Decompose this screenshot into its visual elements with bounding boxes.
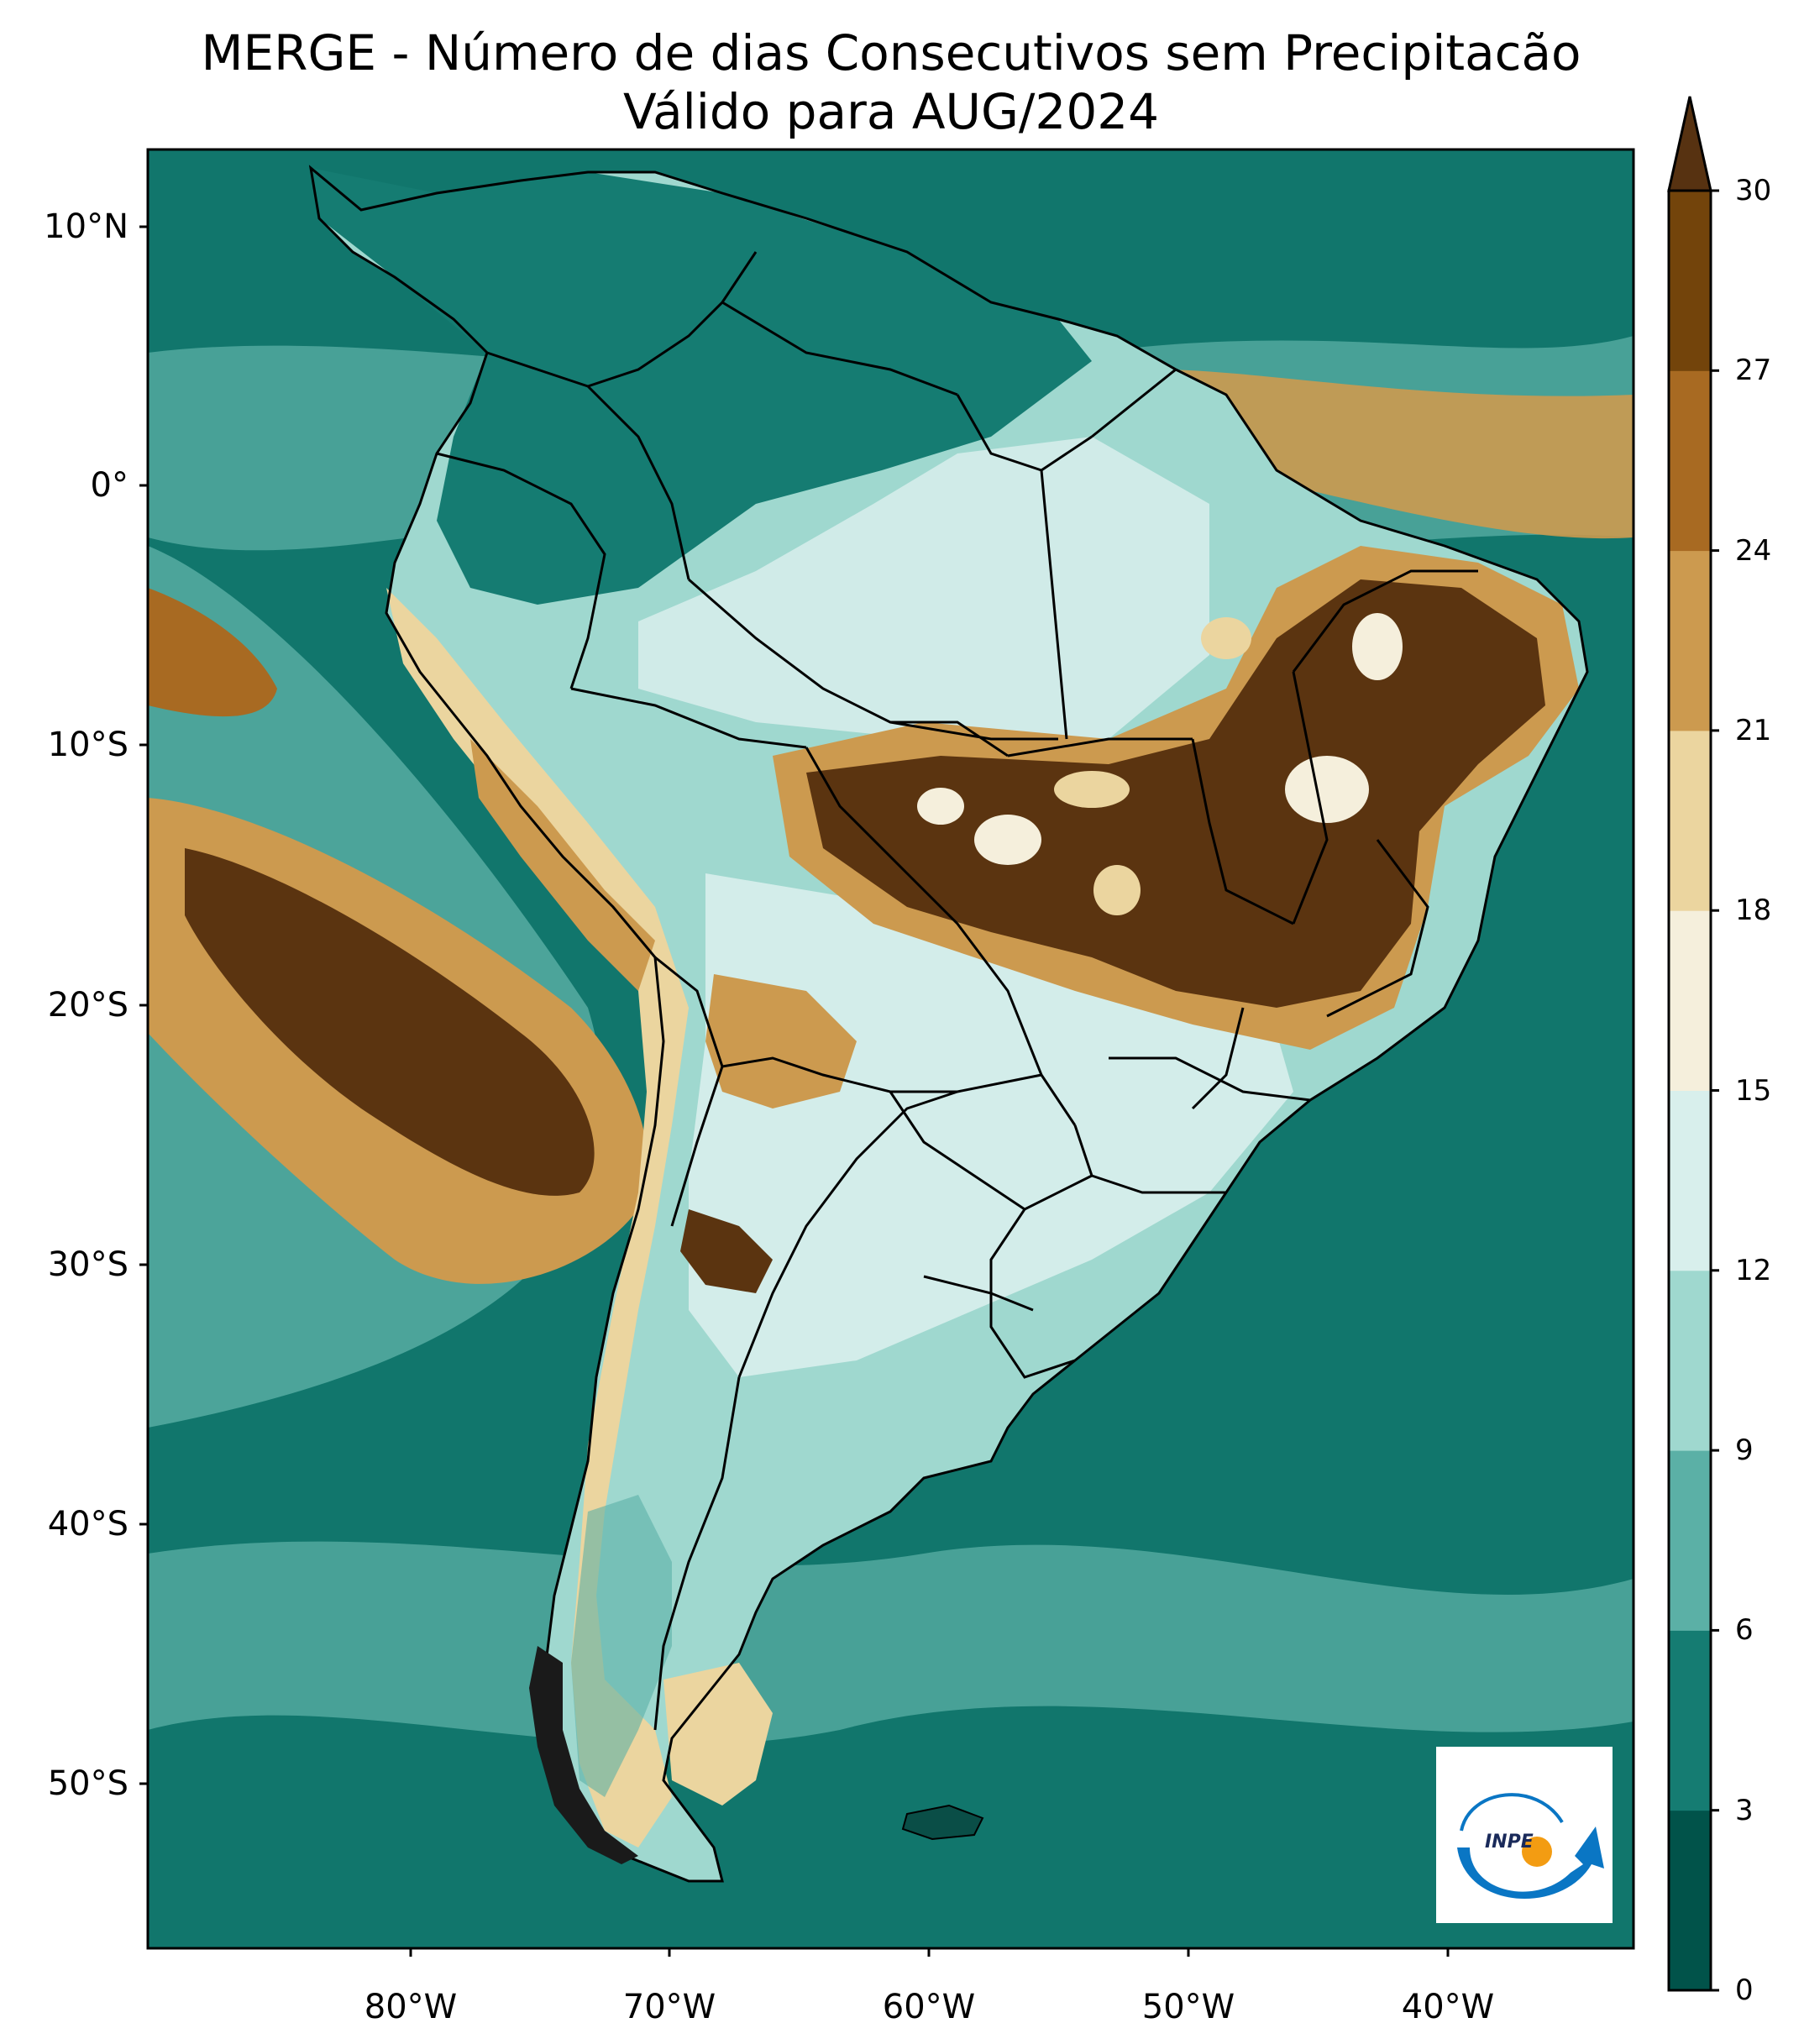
lon-label-80w: 80°W [364, 1988, 458, 2026]
map-subtitle: Válido para AUG/2024 [622, 83, 1160, 140]
country-borders [308, 165, 1589, 1883]
inpe-logo: INPE [1436, 1747, 1613, 1923]
lat-label-10s: 10°S [47, 726, 128, 764]
patagonian-islands [529, 1646, 638, 1864]
colorbar-segment [1669, 1630, 1711, 1811]
south-land-wet [571, 1495, 672, 1797]
argentina-south-dry [663, 1663, 773, 1806]
ocean-band-south [148, 1541, 1634, 1745]
dry-core-spot-6 [917, 788, 964, 825]
lon-ticks [409, 1948, 1450, 1957]
atlantic-dry-band [1159, 369, 1634, 539]
colorbar-segment [1669, 550, 1711, 731]
colorbar-tick-label: 15 [1735, 1073, 1772, 1108]
colorbar-tick-label: 21 [1735, 713, 1772, 747]
lat-label-40s: 40°S [47, 1505, 128, 1543]
colorbar-segment [1669, 910, 1711, 1091]
colorbar-tick-label: 30 [1735, 174, 1772, 207]
colorbar-segment [1669, 370, 1711, 552]
dry-core-spot-1 [974, 815, 1041, 865]
pacific-dry-north [148, 588, 277, 717]
colorbar-tick-label: 3 [1735, 1793, 1754, 1827]
colorbar-extend-arrow [1667, 96, 1712, 192]
colorbar-segment [1669, 1090, 1711, 1271]
colorbar-segment [1669, 191, 1711, 371]
argentina-dry-core [680, 1209, 773, 1293]
falkland-islands [901, 1804, 984, 1841]
amazon-wet-zone [311, 168, 1092, 605]
lon-label-70w: 70°W [622, 1988, 716, 2026]
lon-label-40w: 40°W [1401, 1988, 1495, 2026]
colorbar-segment [1669, 1270, 1711, 1451]
map-frame [146, 148, 1635, 1950]
amazon-light-zone [638, 437, 1209, 739]
argentina-dry-edge [705, 974, 857, 1108]
lat-label-30s: 30°S [47, 1245, 128, 1284]
lat-label-10n: 10°N [44, 207, 128, 246]
dry-core-spot-7 [1093, 865, 1141, 915]
colorbar-tick-label: 6 [1735, 1613, 1754, 1648]
dry-core-spot-4 [1352, 613, 1403, 680]
colorbar [1667, 96, 1719, 1992]
dry-core-spot-5 [1201, 617, 1251, 659]
brazil-dry-core [806, 579, 1545, 1008]
lat-label-0: 0° [90, 466, 128, 505]
lat-ticks [139, 225, 148, 1785]
colorbar-tick-label: 9 [1735, 1433, 1754, 1468]
map-title: MERGE - Número de dias Consecutivos sem … [201, 24, 1581, 81]
lon-label-50w: 50°W [1141, 1988, 1235, 2026]
lat-label-20s: 20°S [47, 986, 128, 1025]
dry-core-spot-3 [1285, 756, 1369, 823]
colorbar-tick-label: 12 [1735, 1253, 1772, 1287]
dry-core-spot-2 [1054, 771, 1130, 808]
colorbar-tick-label: 27 [1735, 354, 1772, 388]
colorbar-segment [1669, 1450, 1711, 1631]
lat-label-50s: 50°S [47, 1764, 128, 1803]
colorbar-segment [1669, 1810, 1711, 1991]
lon-label-60w: 60°W [882, 1988, 976, 2026]
colorbar-tick-label: 24 [1735, 533, 1772, 568]
colorbar-tick-label: 0 [1735, 1973, 1754, 2007]
colorbar-tick-label: 18 [1735, 894, 1772, 928]
colorbar-segment [1669, 730, 1711, 911]
pacific-dry-core [185, 848, 595, 1196]
inpe-logo-mark: INPE [1485, 1832, 1534, 1853]
